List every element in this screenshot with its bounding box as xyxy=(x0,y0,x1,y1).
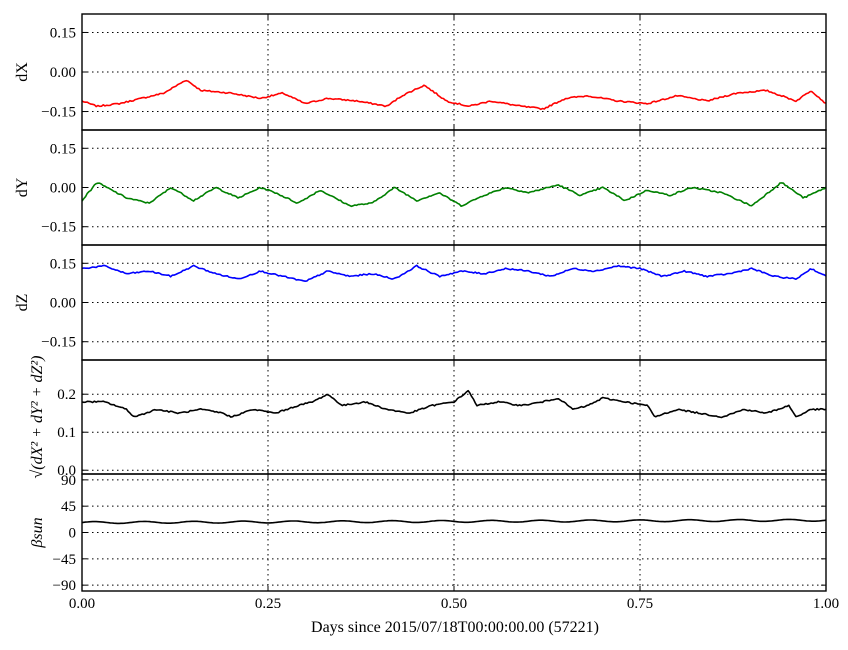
y-tick-label: 0.1 xyxy=(57,425,76,441)
x-tick-label: 1.00 xyxy=(813,596,839,612)
series-line-norm xyxy=(81,389,827,419)
y-tick-label: 90 xyxy=(61,473,76,489)
y-tick-label: 0.00 xyxy=(50,65,76,81)
y-tick-label: −0.15 xyxy=(41,105,76,121)
y-tick-label: 0.00 xyxy=(50,181,76,197)
y-tick-label: 0.15 xyxy=(50,141,76,157)
x-tick-label: 0.25 xyxy=(255,596,281,612)
series-line-dy xyxy=(81,182,827,208)
panel-norm: 0.0 0.1 0.2 √(dX² + dY² + dZ²) xyxy=(29,356,827,479)
x-tick-label: 0.75 xyxy=(627,596,653,612)
y-axis-label-dy: dY xyxy=(14,177,31,197)
series-line-dx xyxy=(81,79,827,111)
y-axis-label-norm: √(dX² + dY² + dZ²) xyxy=(29,356,46,479)
panel-dz: −0.15 0.00 0.15 dZ xyxy=(14,244,827,361)
panel-dy: −0.15 0.00 0.15 dY xyxy=(14,129,827,246)
y-tick-label: 0.2 xyxy=(57,387,76,403)
axes-frame xyxy=(81,473,827,592)
chart-panels: −0.150.000.15dX−0.150.000.15dY−0.150.000… xyxy=(14,13,839,612)
y-tick-label: 0 xyxy=(69,526,77,542)
axes-frame xyxy=(81,244,827,361)
y-tick-label: −0.15 xyxy=(41,220,76,236)
x-axis-label: Days since 2015/07/18T00:00:00.00 (57221… xyxy=(311,619,599,636)
y-tick-label: 0.15 xyxy=(50,25,76,41)
axes-frame xyxy=(81,359,827,475)
series-line-dz xyxy=(81,264,827,282)
y-tick-label: 0.00 xyxy=(50,296,76,312)
y-tick-label: 0.0 xyxy=(57,463,76,479)
y-axis-label-dx: dX xyxy=(14,62,31,82)
series-line-beta xyxy=(81,518,827,525)
axes-frame xyxy=(81,129,827,246)
y-axis-label-dz: dZ xyxy=(14,294,31,312)
panel-beta: −90 −45 0 45 90 βsun xyxy=(29,473,827,594)
y-tick-label: −90 xyxy=(53,578,76,594)
x-tick-label: 0.50 xyxy=(441,596,467,612)
y-tick-label: −0.15 xyxy=(41,335,76,351)
y-tick-label: 45 xyxy=(61,499,76,515)
panel-dx: −0.15 0.00 0.15 dX xyxy=(14,13,827,131)
x-tick-label: 0.00 xyxy=(69,596,95,612)
y-tick-label: 0.15 xyxy=(50,256,76,272)
y-axis-label-beta: βsun xyxy=(29,517,46,548)
axes-frame xyxy=(81,13,827,131)
y-tick-label: −45 xyxy=(53,552,76,568)
